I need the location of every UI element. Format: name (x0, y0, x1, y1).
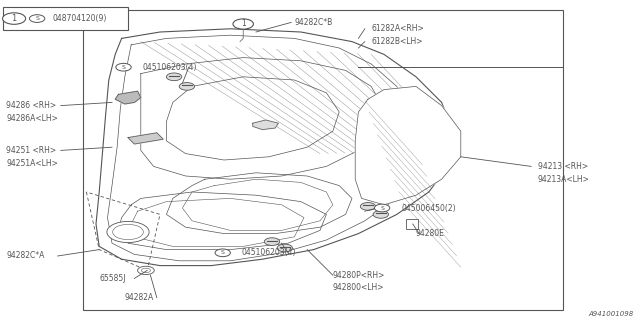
Circle shape (166, 73, 182, 81)
Circle shape (373, 211, 388, 218)
Polygon shape (115, 91, 141, 104)
Circle shape (138, 266, 154, 275)
Circle shape (179, 83, 195, 90)
Text: 94282A: 94282A (125, 293, 154, 302)
Text: 65585J: 65585J (99, 274, 125, 283)
Text: 048704120(9): 048704120(9) (53, 14, 107, 23)
Text: 94213 <RH>: 94213 <RH> (538, 162, 588, 171)
Polygon shape (253, 120, 278, 130)
Text: S: S (221, 250, 225, 255)
Bar (83, 10, 563, 310)
Bar (3, 7, 128, 30)
Text: 94280E: 94280E (416, 229, 445, 238)
Text: 61282B<LH>: 61282B<LH> (371, 37, 422, 46)
Polygon shape (355, 86, 461, 205)
Polygon shape (96, 29, 454, 266)
Text: S: S (35, 16, 39, 21)
Polygon shape (128, 133, 163, 144)
Text: A941001098: A941001098 (588, 311, 634, 317)
Circle shape (3, 13, 26, 24)
Text: 94282C*B: 94282C*B (294, 18, 333, 27)
Circle shape (264, 238, 280, 245)
Circle shape (116, 63, 131, 71)
Text: 942800<LH>: 942800<LH> (333, 284, 384, 292)
Circle shape (233, 19, 253, 29)
Text: 94286 <RH>: 94286 <RH> (6, 101, 56, 110)
Text: 045106203(4): 045106203(4) (241, 248, 296, 257)
Circle shape (374, 204, 390, 212)
Text: 045006450(2): 045006450(2) (401, 204, 456, 212)
Bar (406, 219, 418, 229)
Circle shape (360, 203, 376, 210)
Text: S: S (380, 205, 384, 211)
Text: 94286A<LH>: 94286A<LH> (6, 114, 58, 123)
Text: 045106203(4): 045106203(4) (142, 63, 196, 72)
Circle shape (215, 249, 230, 257)
Text: S: S (122, 65, 125, 70)
Text: 94282C*A: 94282C*A (6, 252, 45, 260)
Circle shape (29, 15, 45, 22)
Text: 1: 1 (241, 20, 246, 28)
Circle shape (107, 221, 149, 243)
Text: 94251 <RH>: 94251 <RH> (6, 146, 56, 155)
Text: 61282A<RH>: 61282A<RH> (371, 24, 424, 33)
Text: 1: 1 (12, 14, 17, 23)
Circle shape (277, 244, 292, 252)
Text: 94213A<LH>: 94213A<LH> (538, 175, 589, 184)
Text: 94280P<RH>: 94280P<RH> (333, 271, 385, 280)
Text: 94251A<LH>: 94251A<LH> (6, 159, 58, 168)
